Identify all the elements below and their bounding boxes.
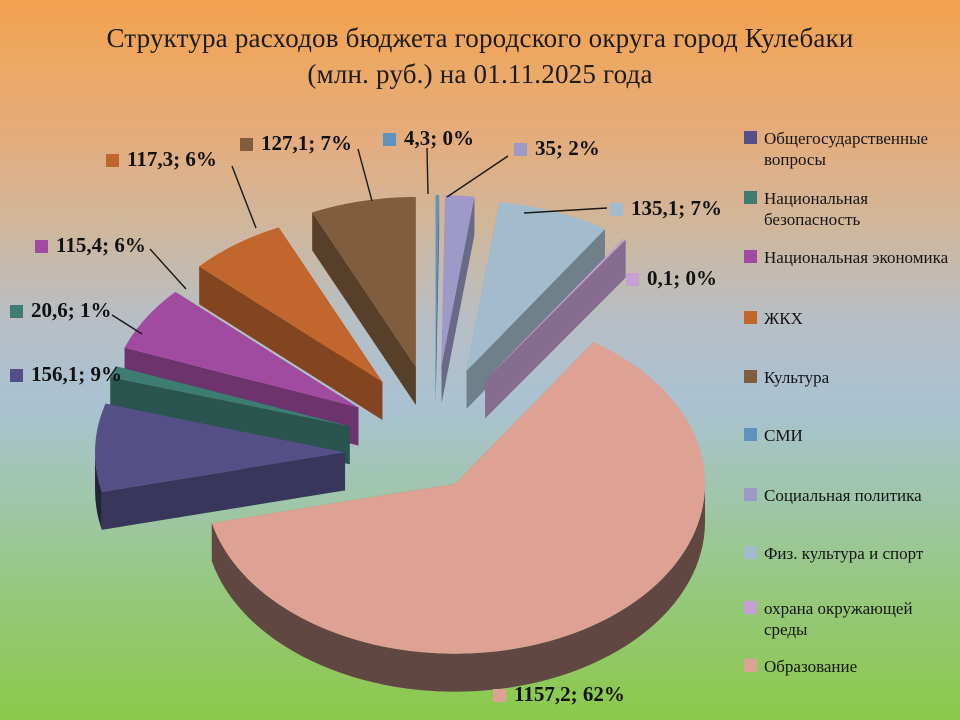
callout-color-swatch [35,240,48,253]
label-leader-line-2 [149,248,187,290]
pie-slice-8 [485,238,626,419]
slice-callout: 135,1; 7% [610,196,722,221]
pie-slice-5 [435,195,440,404]
legend-item: Культура [744,367,956,388]
legend-color-swatch [744,488,757,501]
chart-title-line1: Структура расходов бюджета городского ок… [106,23,854,53]
callout-color-swatch [493,689,506,702]
callout-label: 117,3; 6% [127,147,217,171]
pie-slice-6 [441,195,475,404]
slice-callout: 127,1; 7% [240,131,352,156]
legend-item: ЖКХ [744,308,956,329]
legend-item: Образование [744,656,956,677]
callout-label: 135,1; 7% [631,196,722,220]
label-leader-line-7 [523,207,608,214]
label-leader-line-6 [446,155,509,198]
callout-color-swatch [10,305,23,318]
legend-label: ЖКХ [764,309,803,328]
slice-callout: 115,4; 6% [35,233,146,258]
legend-label: Образование [764,657,858,676]
legend-item: Национальная безопасность [744,188,956,230]
legend-label: Культура [764,368,830,387]
slice-callout: 1157,2; 62% [493,682,625,707]
callout-label: 20,6; 1% [31,298,112,322]
callout-color-swatch [626,273,639,286]
slice-callout: 20,6; 1% [10,298,112,323]
callout-label: 127,1; 7% [261,131,352,155]
legend-color-swatch [744,370,757,383]
pie-slice-0 [95,403,346,530]
callout-label: 156,1; 9% [31,362,122,386]
callout-label: 0,1; 0% [647,266,717,290]
legend-label: Национальная безопасность [764,189,869,229]
legend-item: Общегосударственные вопросы [744,128,956,170]
legend-item: охрана окружающей среды [744,598,956,640]
slice-callout: 117,3; 6% [106,147,217,172]
legend-color-swatch [744,428,757,441]
legend-color-swatch [744,546,757,559]
slice-callout: 156,1; 9% [10,362,122,387]
label-leader-line-0 [231,165,257,229]
legend-label: Социальная политика [764,486,922,505]
legend-color-swatch [744,250,757,263]
pie-slice-4 [312,197,416,406]
legend-label: охрана окружающей среды [764,599,913,639]
legend-color-swatch [744,311,757,324]
legend-item: Социальная политика [744,485,956,506]
legend-color-swatch [744,601,757,614]
legend-item: Физ. культура и спорт [744,543,956,564]
label-leader-line-4 [357,148,373,202]
legend-label: СМИ [764,426,803,445]
label-leader-line-5 [426,147,429,195]
callout-color-swatch [514,143,527,156]
legend-color-swatch [744,659,757,672]
legend-label: Национальная экономика [764,248,949,267]
callout-color-swatch [106,154,119,167]
pie-slice-9 [211,342,706,692]
callout-color-swatch [240,138,253,151]
pie-slice-3 [199,227,383,421]
chart-title-line2: (млн. руб.) на 01.11.2025 года [307,59,653,89]
slice-callout: 4,3; 0% [383,126,474,151]
pie-slice-7 [466,202,605,409]
slice-callout: 0,1; 0% [626,266,717,291]
legend-color-swatch [744,191,757,204]
callout-label: 35; 2% [535,136,600,160]
legend-label: Физ. культура и спорт [764,544,924,563]
legend-color-swatch [744,131,757,144]
callout-color-swatch [383,133,396,146]
label-leader-line-1 [111,314,143,335]
callout-color-swatch [10,369,23,382]
legend-label: Общегосударственные вопросы [764,129,929,169]
callout-color-swatch [610,203,623,216]
slice-callout: 35; 2% [514,136,600,161]
callout-label: 115,4; 6% [56,233,146,257]
chart-title: Структура расходов бюджета городского ок… [0,20,960,92]
legend-item: СМИ [744,425,956,446]
callout-label: 4,3; 0% [404,126,474,150]
legend-item: Национальная экономика [744,247,956,268]
callout-label: 1157,2; 62% [514,682,625,706]
